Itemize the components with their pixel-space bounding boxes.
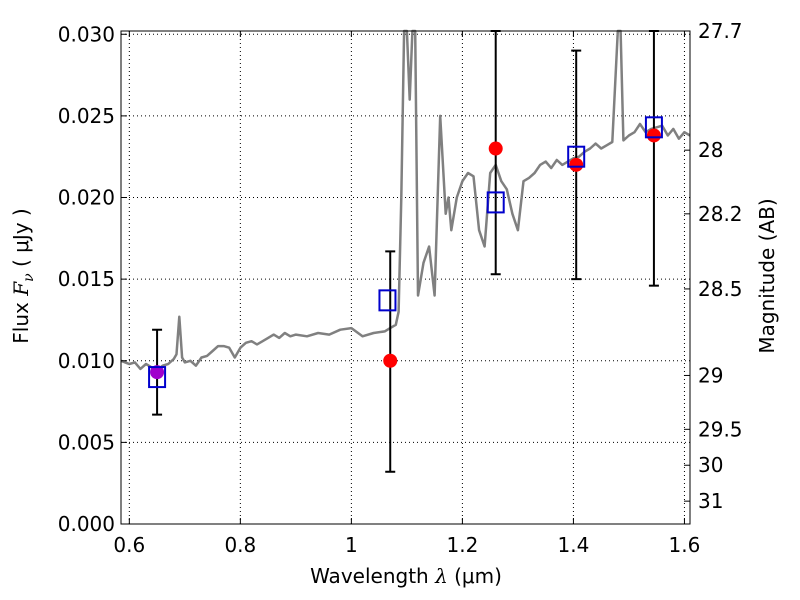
x-tick-label: 1.4: [558, 533, 590, 557]
right-axis-ticks: 27.7 28 28.2 28.5 29 29.5 30 31: [684, 19, 743, 513]
model-flux-square: [148, 366, 167, 389]
y-tick-label: 0.030: [58, 22, 115, 46]
y-tick-label: 0.025: [58, 104, 115, 128]
y-tick-label: 0.005: [58, 430, 115, 454]
model-flux-square: [486, 191, 505, 214]
y-tick-label: 0.020: [58, 186, 115, 210]
points-group: [150, 128, 661, 380]
spectrum-group: [120, 29, 691, 372]
template-spectrum-line: [120, 29, 691, 372]
y-tick-label: 0.010: [58, 349, 115, 373]
squares-group: [148, 116, 663, 389]
x-axis-label: Wavelength λ (μm): [310, 564, 502, 588]
y-tick-label: 0.000: [58, 512, 115, 536]
observed-flux-point: [569, 157, 584, 172]
x-tick-label: 0.8: [224, 533, 256, 557]
right-tick-label: 31: [698, 489, 723, 513]
right-tick-label: 28: [698, 138, 723, 162]
right-tick-label: 29.5: [698, 417, 743, 441]
model-flux-square: [378, 289, 397, 312]
model-flux-square: [644, 116, 663, 139]
y-axis-ticks: 0.000 0.005 0.010 0.015 0.020 0.025 0.030: [58, 22, 127, 536]
y-tick-label: 0.015: [58, 267, 115, 291]
observed-flux-point: [646, 128, 661, 143]
x-axis-ticks: 0.6 0.8 1 1.2 1.4 1.6: [113, 31, 700, 557]
model-flux-square: [567, 145, 586, 168]
observed-flux-point: [383, 353, 398, 368]
right-axis-label: Magnitude (AB): [755, 198, 779, 353]
right-tick-label: 30: [698, 453, 723, 477]
plot-frame: [120, 30, 691, 525]
x-tick-label: 1.2: [446, 533, 478, 557]
observed-flux-point: [150, 365, 165, 380]
right-tick-label: 29: [698, 363, 723, 387]
x-tick-label: 1.6: [669, 533, 701, 557]
y-axis-label: Flux Fν ( μJy ): [9, 208, 37, 343]
right-tick-label: 27.7: [698, 19, 743, 43]
x-tick-label: 1: [345, 533, 358, 557]
right-tick-label: 28.2: [698, 202, 743, 226]
right-tick-label: 28.5: [698, 277, 743, 301]
x-tick-label: 0.6: [113, 533, 145, 557]
observed-flux-point: [488, 141, 503, 156]
